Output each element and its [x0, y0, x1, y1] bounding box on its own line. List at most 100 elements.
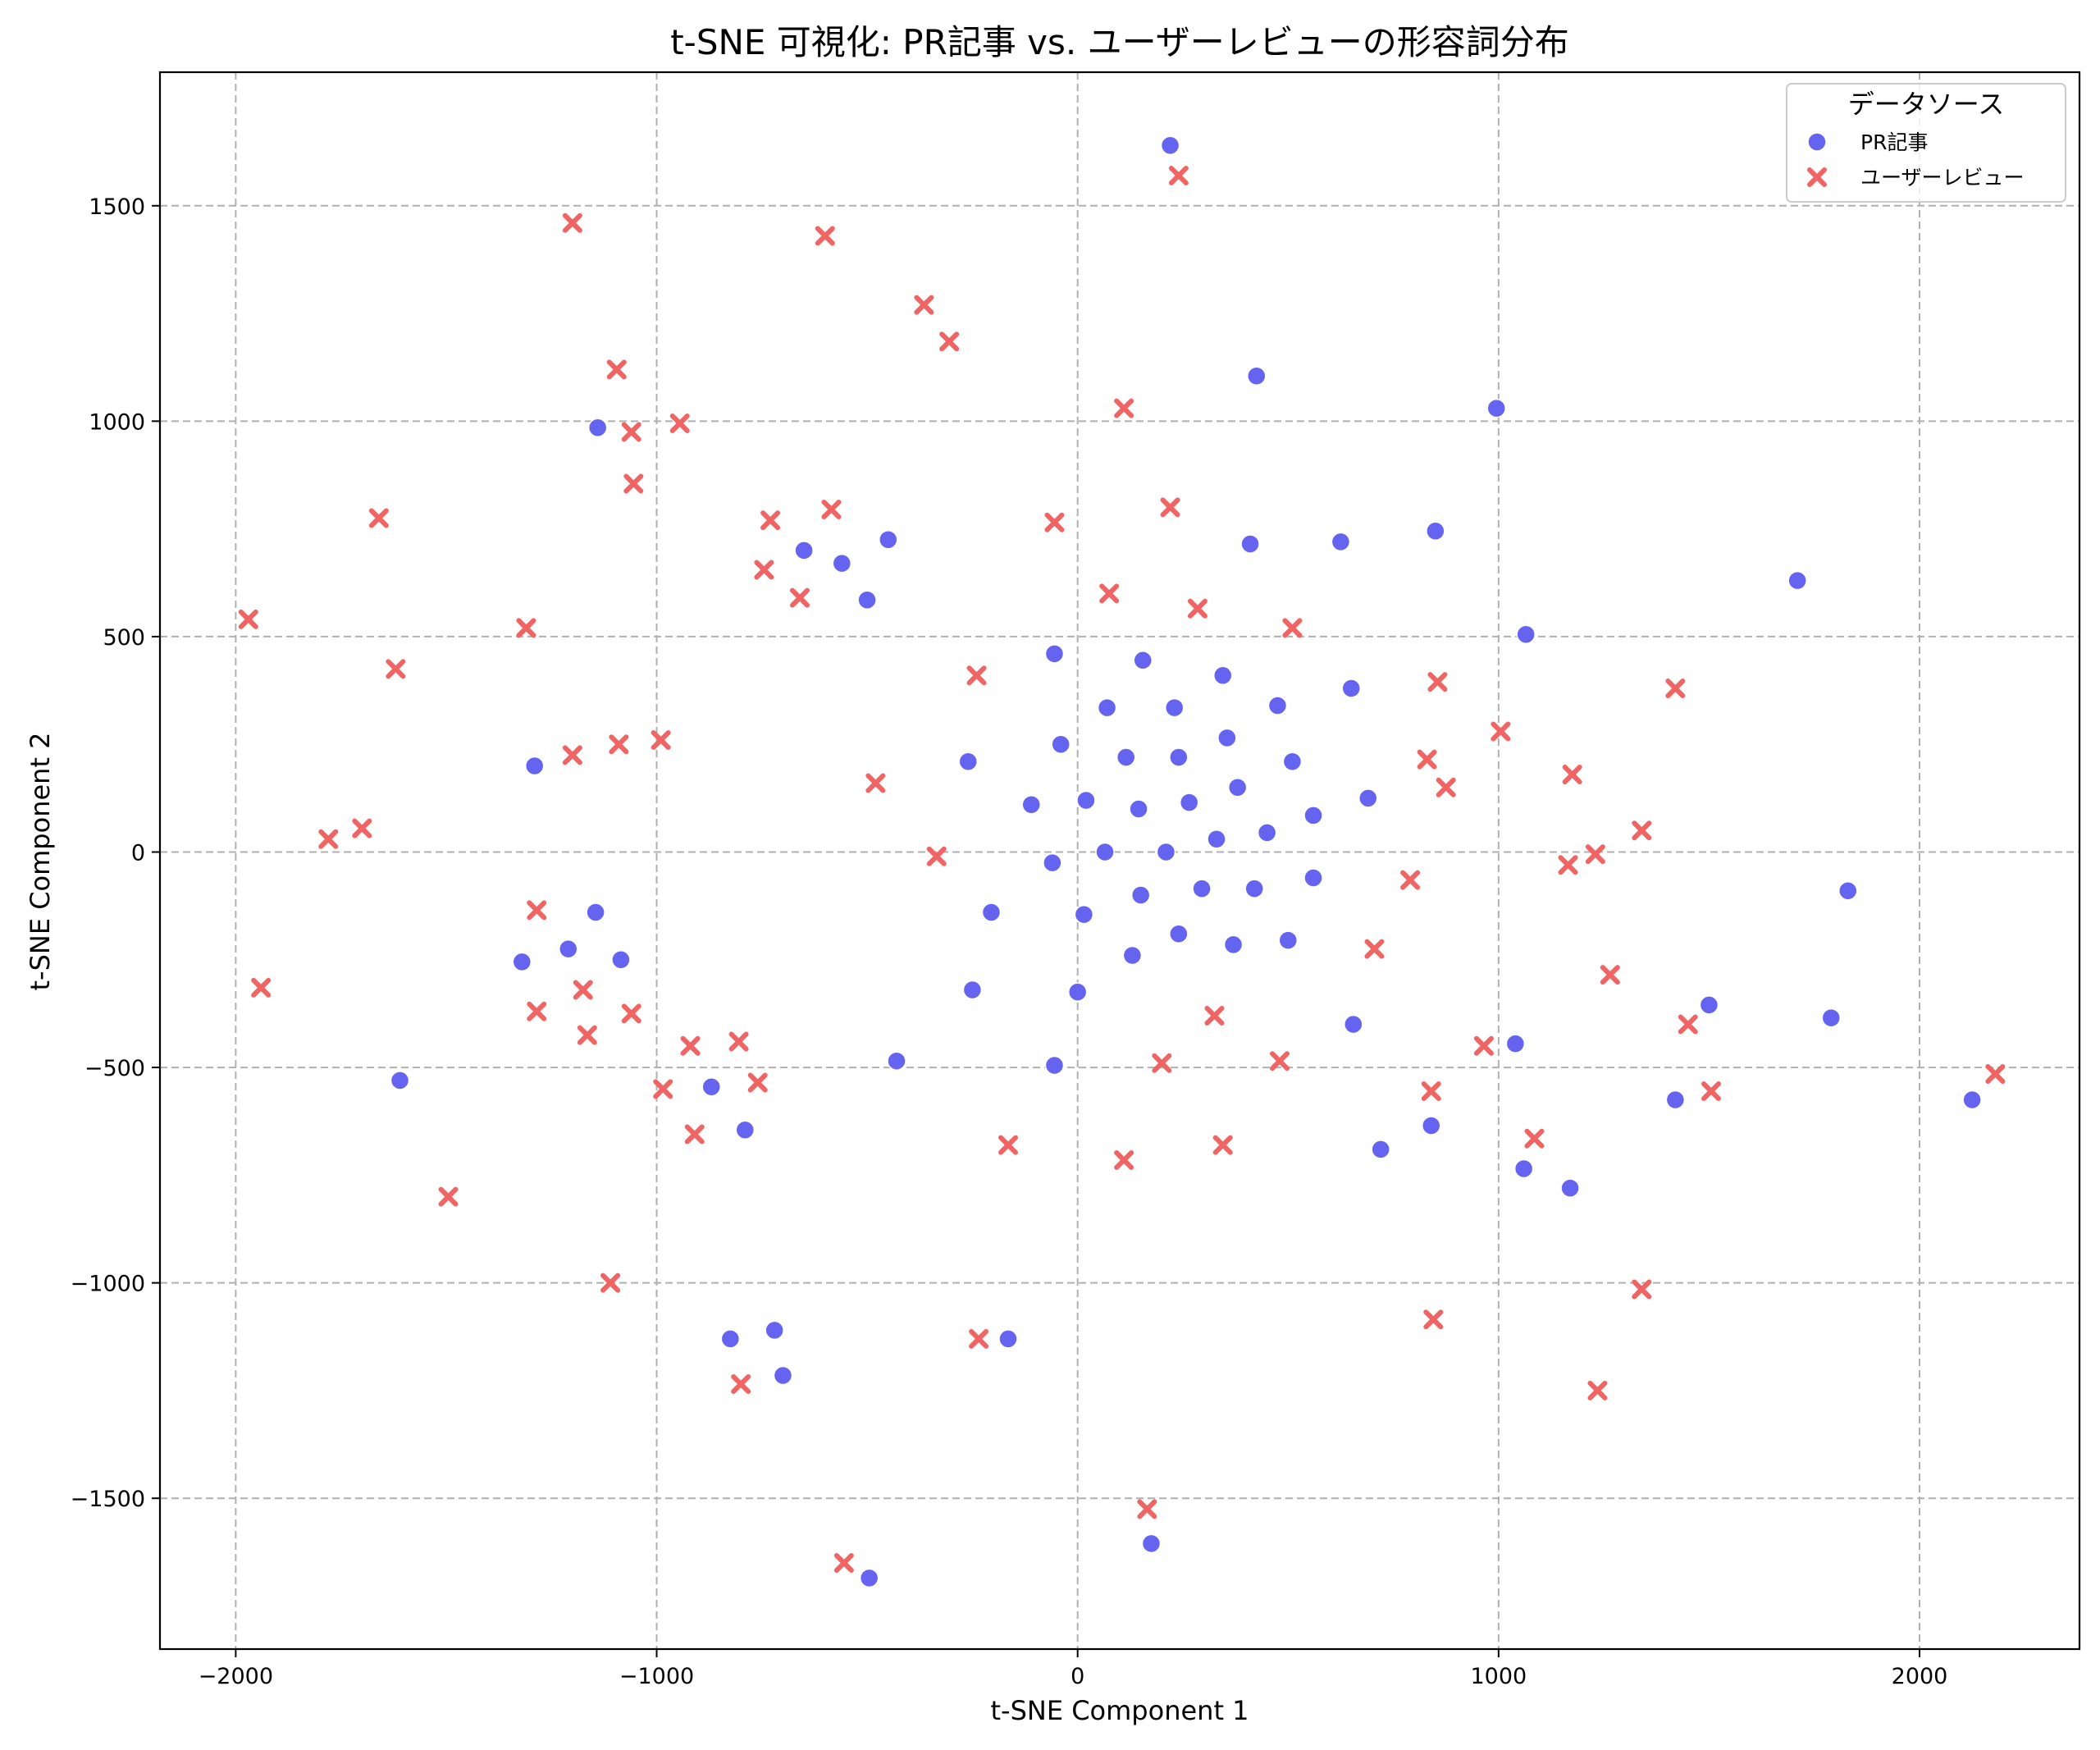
pr-article-point [1095, 842, 1115, 862]
pr-article-point [1513, 1158, 1534, 1179]
pr-article-point [887, 1051, 906, 1071]
user-review-point [516, 618, 536, 638]
pr-article-point [1207, 829, 1226, 849]
pr-article-point [1560, 1178, 1580, 1198]
user-review-point [1137, 1499, 1157, 1519]
pr-article-point [1426, 521, 1445, 541]
pr-article-point [1341, 679, 1361, 698]
legend-title: データソース [1848, 89, 2004, 120]
user-review-point [577, 1025, 597, 1045]
pr-article-point [1067, 982, 1088, 1002]
pr-article-point [1505, 1034, 1526, 1053]
pr-article-point [1217, 728, 1237, 748]
user-review-point [600, 1273, 621, 1293]
user-review-point [1558, 855, 1578, 875]
pr-article-point [1278, 930, 1299, 950]
user-review-point [1473, 1035, 1494, 1056]
user-review-point [1632, 1279, 1652, 1300]
legend: データソース PR記事 ユーザーレビュー [1786, 83, 2066, 203]
pr-article-point [1129, 799, 1148, 819]
user-review-point [926, 846, 947, 866]
x-axis-label: t-SNE Component 1 [990, 1695, 1249, 1726]
y-tick-label: −500 [84, 1056, 145, 1081]
user-review-point [621, 422, 641, 442]
user-review-point [728, 1031, 749, 1052]
user-review-point [1600, 965, 1620, 985]
user-review-point [684, 1124, 705, 1145]
user-review-point [1423, 1309, 1444, 1330]
pr-article-point [1223, 934, 1244, 955]
pr-article-point [1160, 135, 1180, 156]
user-review-point [731, 1374, 751, 1395]
y-tick-label: 500 [103, 625, 145, 651]
user-review-point [1364, 939, 1385, 959]
user-review-point [1168, 166, 1189, 186]
x-tick-label: 1000 [1470, 1664, 1527, 1689]
pr-article-point [1962, 1090, 1982, 1110]
pr-article-point [1244, 879, 1264, 898]
user-review-point [1204, 1006, 1225, 1026]
user-review-point [998, 1135, 1019, 1155]
user-review-point [1114, 1149, 1134, 1170]
user-review-point [1436, 777, 1456, 797]
pr-article-point [1486, 398, 1507, 418]
user-review-point [680, 1035, 701, 1056]
user-review-point [1187, 598, 1208, 619]
pr-article-point [1156, 842, 1176, 862]
pr-article-point [1044, 1055, 1065, 1076]
user-review-point [438, 1186, 459, 1207]
pr-article-point [1164, 697, 1185, 718]
pr-article-point [857, 590, 877, 610]
user-review-point [562, 212, 582, 233]
user-review-point [318, 829, 339, 849]
legend-label-pr: PR記事 [1860, 130, 1928, 154]
pr-article-point [1282, 752, 1303, 771]
pr-article-point [1838, 881, 1858, 901]
pr-article-point [1116, 747, 1136, 767]
data-points [238, 135, 2006, 1588]
pr-article-point [981, 902, 1002, 922]
pr-article-point [1787, 570, 1807, 591]
x-tick-label: 0 [1071, 1664, 1084, 1689]
pr-article-point [962, 980, 983, 1000]
user-review-point [562, 745, 582, 765]
user-review-point [1152, 1053, 1172, 1073]
pr-article-point [794, 541, 814, 560]
user-review-point [1985, 1063, 2006, 1084]
pr-article-point [1358, 788, 1378, 808]
axis-ticks: −2000 −1000 0 1000 2000 −1500 −1000 −500 0 500 100… [71, 194, 1948, 1689]
pr-article-point [1097, 697, 1117, 718]
pr-article-point [1074, 904, 1094, 925]
user-review-point [1427, 672, 1448, 692]
pr-article-point [1516, 624, 1536, 645]
pr-article-point [1133, 651, 1153, 670]
user-review-point [1491, 721, 1511, 742]
user-review-point [527, 900, 547, 921]
chart-title: t-SNE 可視化: PR記事 vs. ユーザーレビューの形容詞分布 [670, 22, 1569, 62]
user-review-point [1282, 618, 1303, 638]
pr-article-point [1267, 696, 1288, 715]
user-review-point [833, 1552, 854, 1573]
user-review-point [609, 734, 629, 755]
x-tick-label: −2000 [199, 1664, 273, 1689]
user-review-point [651, 729, 671, 750]
pr-article-point [879, 530, 898, 550]
user-review-point [760, 510, 781, 531]
user-review-point [653, 1079, 673, 1099]
y-tick-label: 0 [131, 840, 145, 866]
user-review-point [1562, 764, 1582, 784]
legend-box [1786, 83, 2066, 203]
user-review-point [621, 1003, 641, 1024]
pr-article-point [1344, 1014, 1363, 1035]
user-review-point [1114, 398, 1134, 418]
pr-article-point [720, 1329, 741, 1349]
x-tick-label: −1000 [619, 1664, 694, 1689]
pr-article-point [1044, 644, 1065, 664]
pr-article-point [390, 1071, 410, 1090]
pr-article-point [1665, 1090, 1686, 1110]
user-review-point [238, 609, 258, 629]
user-review-point [669, 413, 690, 433]
y-axis-label: t-SNE Component 2 [25, 732, 56, 990]
user-review-point [1587, 1380, 1608, 1400]
